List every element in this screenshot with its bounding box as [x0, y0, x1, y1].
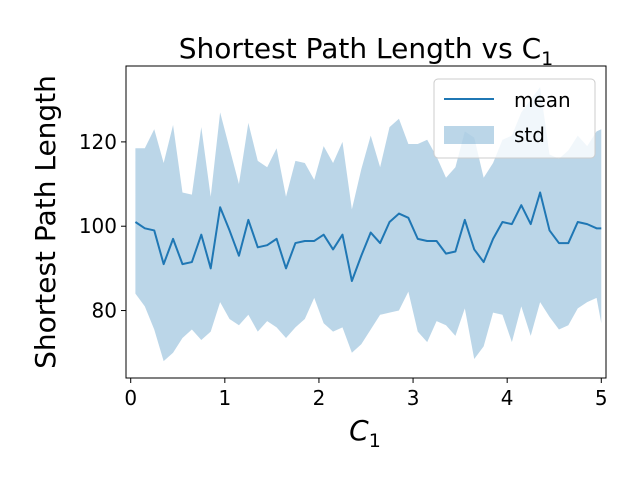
x-tick-label: 2	[313, 386, 326, 410]
legend-std-swatch	[444, 126, 494, 144]
y-tick-label: 120	[79, 130, 117, 154]
x-tick-label: 1	[218, 386, 231, 410]
legend: mean std	[433, 78, 596, 159]
x-tick-label: 0	[124, 386, 137, 410]
legend-std-label: std	[514, 123, 545, 147]
y-tick-label: 100	[79, 214, 117, 238]
series-mean-line	[134, 191, 602, 283]
x-tick-label: 5	[595, 386, 608, 410]
y-axis-label: Shortest Path Length	[29, 75, 62, 369]
x-axis-label-text: C	[349, 414, 369, 447]
x-axis-label: C1	[349, 414, 381, 452]
x-tick-label: 3	[407, 386, 420, 410]
y-tick-label: 80	[92, 299, 117, 323]
chart-title-text: Shortest Path Length vs C	[179, 32, 541, 65]
chart-title: Shortest Path Length vs C1	[179, 32, 553, 70]
x-axis-label-subscript: 1	[369, 430, 381, 452]
x-tick-label: 4	[501, 386, 514, 410]
legend-mean-label: mean	[514, 88, 571, 112]
plot-area	[134, 87, 602, 362]
axes-frame	[125, 65, 607, 379]
series-std-band	[135, 87, 602, 362]
axes: 0 1 2 3 4 5 80 100 120	[79, 65, 608, 410]
chart-title-subscript: 1	[541, 48, 553, 70]
